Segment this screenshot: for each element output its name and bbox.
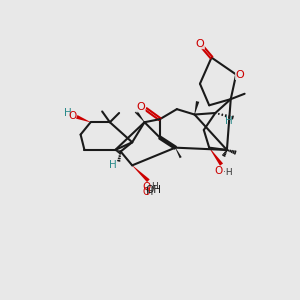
Text: O: O	[142, 182, 150, 192]
Text: ·H: ·H	[223, 168, 232, 177]
Text: H: H	[225, 116, 233, 126]
Text: O: O	[69, 111, 77, 121]
Text: H: H	[109, 160, 117, 170]
Text: O: O	[196, 39, 204, 49]
Text: H: H	[146, 187, 154, 197]
Text: O: O	[142, 187, 150, 197]
Text: O: O	[196, 39, 204, 49]
Text: H: H	[151, 182, 158, 191]
Text: OH: OH	[145, 185, 161, 195]
Text: O: O	[236, 70, 244, 80]
Polygon shape	[209, 148, 223, 166]
Polygon shape	[135, 110, 145, 122]
Polygon shape	[76, 115, 91, 122]
Text: H: H	[64, 108, 71, 118]
Text: O: O	[214, 166, 223, 176]
Text: O: O	[136, 102, 145, 112]
Text: O: O	[136, 102, 145, 112]
Polygon shape	[194, 101, 199, 115]
Polygon shape	[175, 148, 182, 158]
Text: O: O	[236, 70, 244, 80]
Polygon shape	[132, 165, 150, 182]
